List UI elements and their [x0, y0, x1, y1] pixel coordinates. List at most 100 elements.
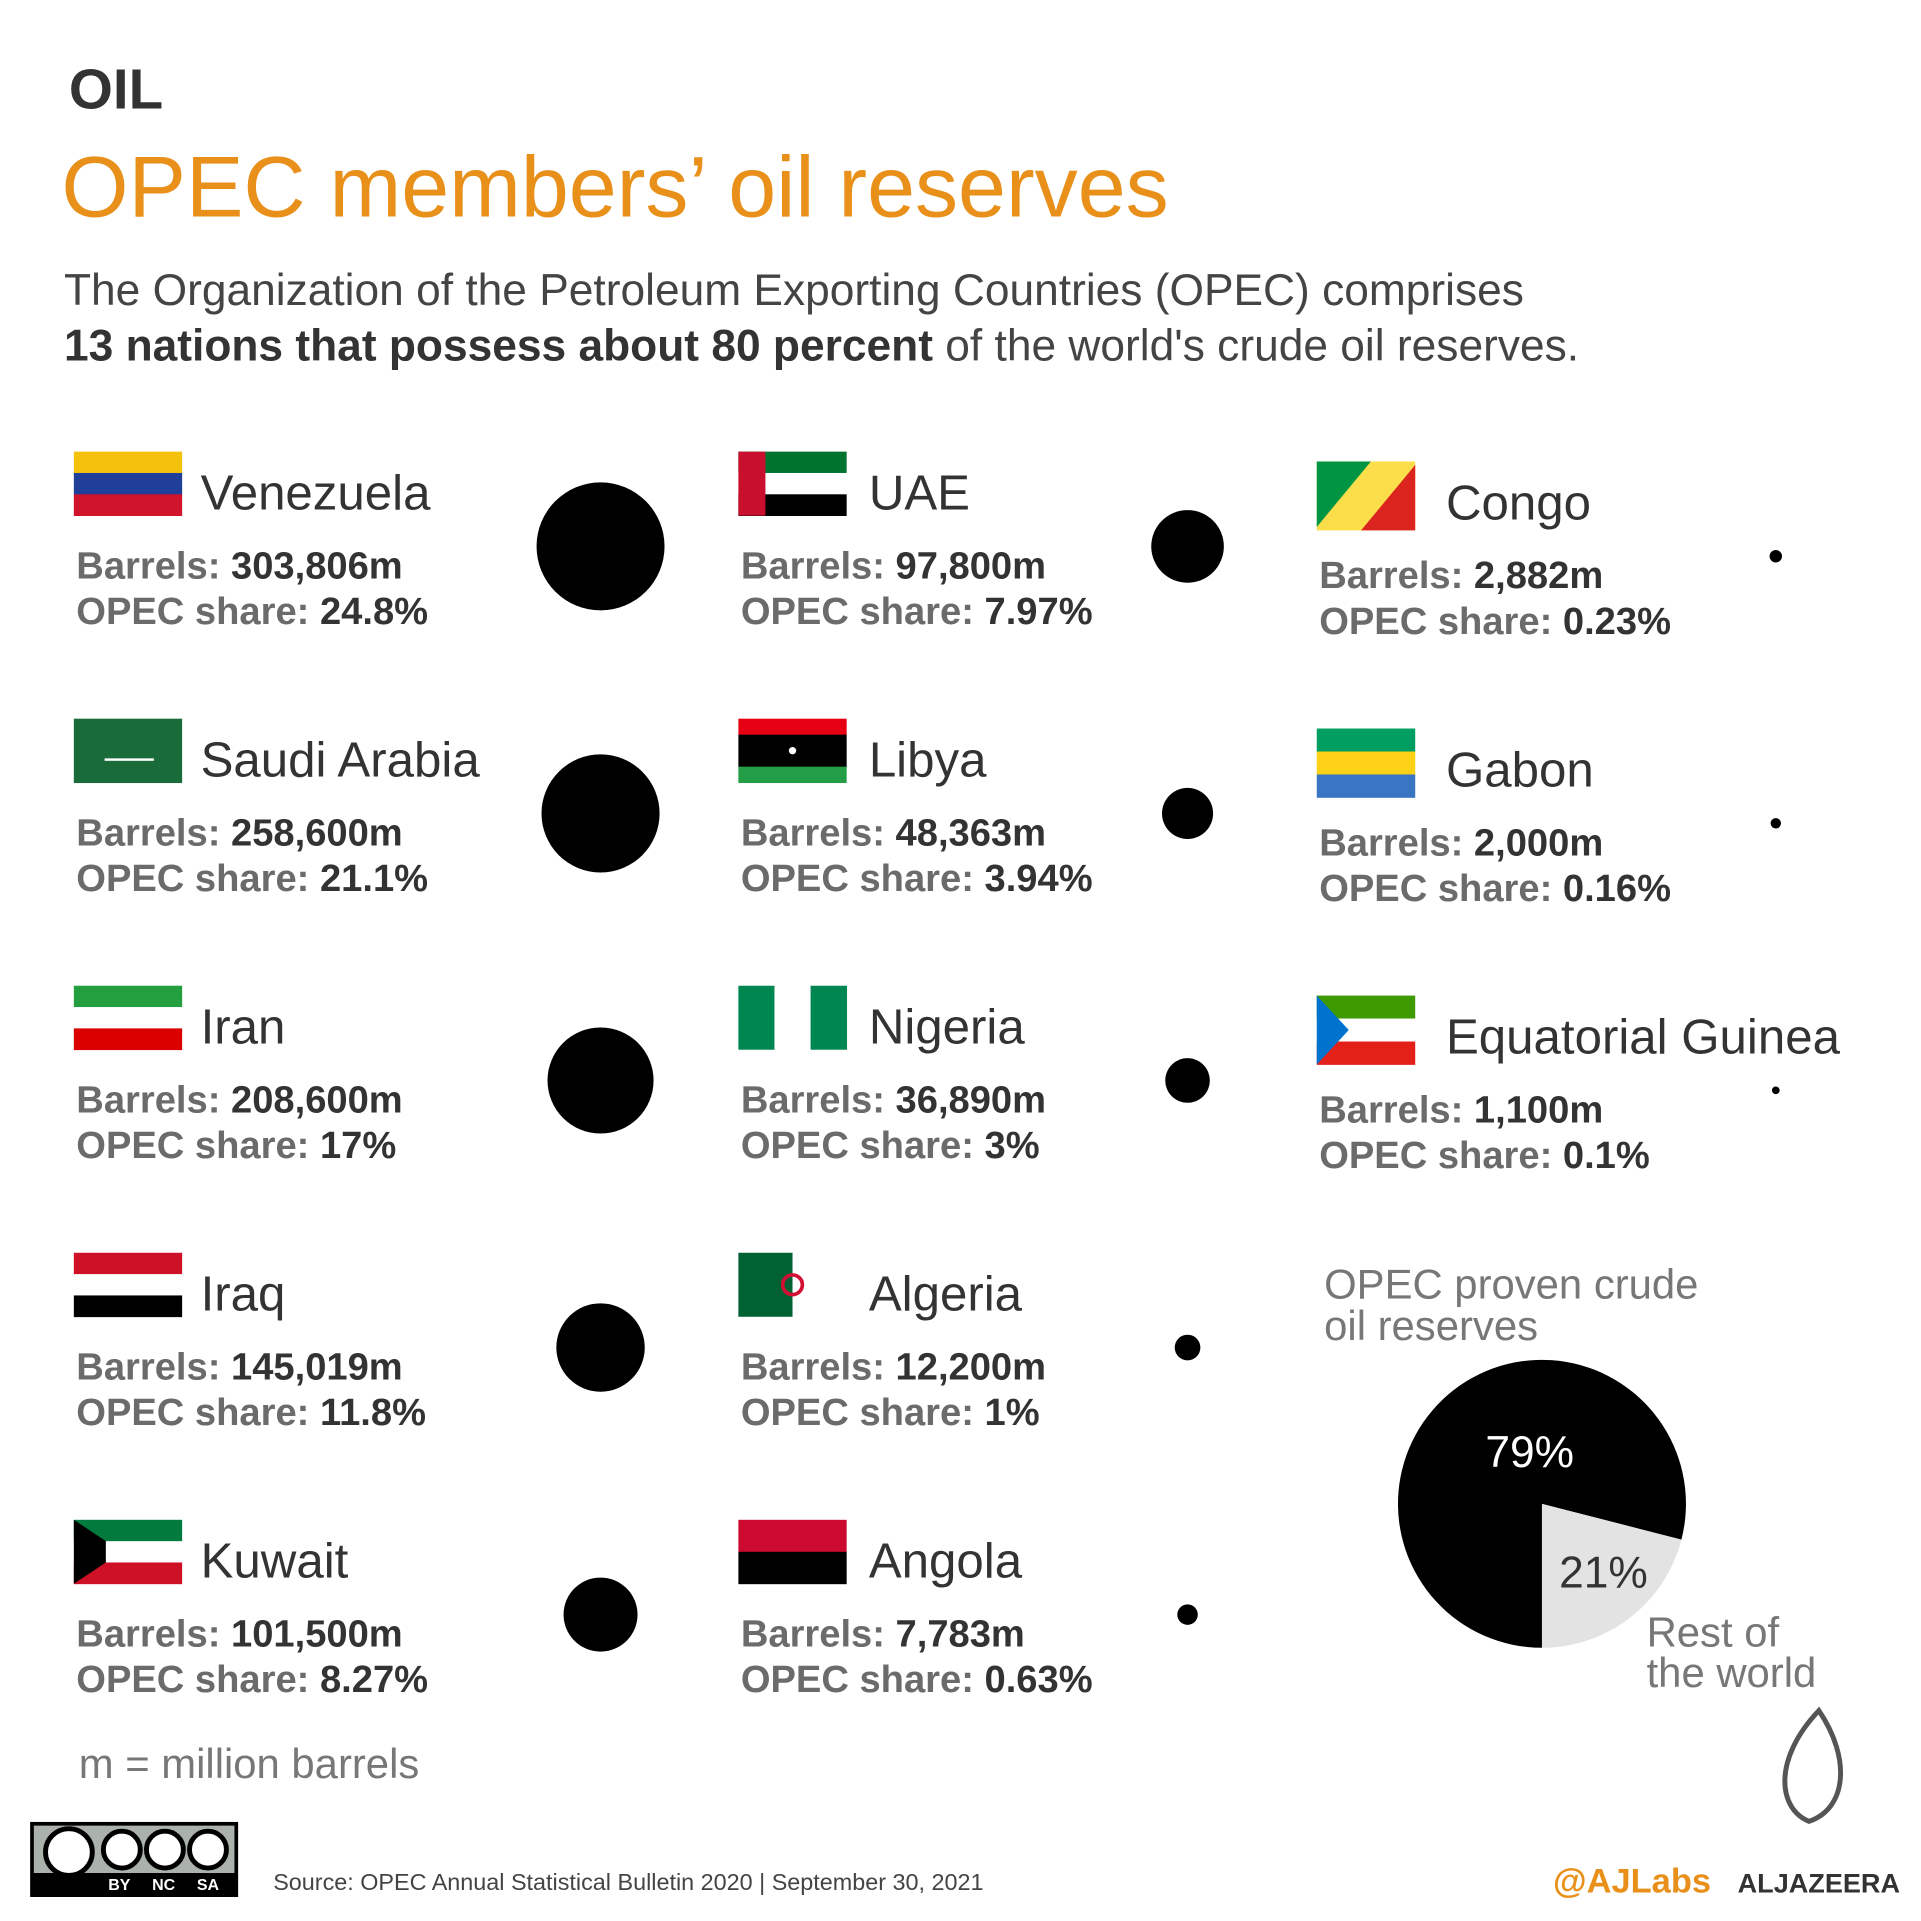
flag-stripe — [73, 494, 183, 516]
flag-stripe — [1316, 995, 1416, 1019]
share: OPEC share: 3% — [741, 1124, 1040, 1167]
barrels-label: Barrels: — [76, 811, 220, 854]
flag-stripe — [1316, 774, 1416, 798]
share-label: OPEC share: — [76, 1391, 309, 1434]
pie-slice — [1397, 1359, 1686, 1648]
share: OPEC share: 0.1% — [1319, 1134, 1650, 1177]
share-value: 17% — [320, 1124, 396, 1167]
share: OPEC share: 11.8% — [76, 1391, 426, 1434]
flag-stripe — [738, 750, 847, 768]
flag — [73, 985, 183, 1051]
pie-title: oil reserves — [1324, 1302, 1538, 1349]
barrels: Barrels: 12,200m — [741, 1346, 1046, 1389]
flag-detail — [1316, 995, 1349, 1065]
barrels: Barrels: 48,363m — [741, 811, 1046, 854]
flag-stripe — [810, 985, 848, 1050]
flag — [738, 985, 848, 1050]
barrels: Barrels: 258,600m — [76, 811, 402, 854]
flag-stripe — [738, 985, 775, 1050]
cc-badge: BY NC SA — [30, 1821, 239, 1898]
pie-title: OPEC proven crude — [1324, 1260, 1698, 1307]
flag-detail — [1361, 464, 1416, 531]
barrels-value: 36,890m — [896, 1078, 1047, 1121]
flag-stripe — [73, 985, 183, 1008]
flag-stripe — [73, 718, 183, 784]
country-name: Algeria — [869, 1267, 1023, 1322]
flag-stripe — [738, 766, 847, 784]
barrels-value: 7,783m — [896, 1613, 1025, 1656]
share-label: OPEC share: — [1319, 1134, 1552, 1177]
flag-stripe — [73, 1562, 183, 1585]
share: OPEC share: 8.27% — [76, 1658, 428, 1701]
barrels: Barrels: 1,100m — [1319, 1088, 1603, 1131]
flag-stripe — [73, 1252, 183, 1275]
barrels-label: Barrels: — [1319, 1088, 1463, 1131]
share-label: OPEC share: — [76, 590, 309, 633]
barrels: Barrels: 2,000m — [1319, 821, 1603, 864]
barrels-label: Barrels: — [1319, 821, 1463, 864]
share-value: 0.16% — [1563, 867, 1671, 910]
flag — [73, 1519, 183, 1585]
flag-detail — [780, 1273, 805, 1297]
barrels: Barrels: 208,600m — [76, 1078, 402, 1121]
barrels-value: 303,806m — [231, 544, 403, 587]
flag-stripe — [738, 718, 847, 736]
barrels-label: Barrels: — [741, 544, 885, 587]
flag-stripe — [738, 1551, 847, 1585]
flag-stripe — [73, 1295, 183, 1318]
kicker: OIL — [69, 57, 163, 120]
share-label: OPEC share: — [1319, 867, 1552, 910]
reserve-bubble — [1769, 550, 1783, 563]
reserve-bubble — [563, 1577, 638, 1652]
share-value: 3% — [985, 1124, 1040, 1167]
source: Source: OPEC Annual Statistical Bulletin… — [273, 1869, 983, 1895]
rest-label: the world — [1647, 1649, 1817, 1696]
barrels: Barrels: 145,019m — [76, 1346, 402, 1389]
barrels-value: 145,019m — [231, 1346, 403, 1389]
flag-stripe — [1316, 728, 1416, 752]
barrels-value: 2,000m — [1474, 821, 1603, 864]
barrels-label: Barrels: — [741, 1613, 885, 1656]
flag — [738, 451, 847, 516]
barrels-value: 1,100m — [1474, 1088, 1603, 1131]
barrels-label: Barrels: — [1319, 554, 1463, 597]
flag-detail — [738, 451, 766, 516]
share-value: 1% — [985, 1391, 1040, 1434]
flag-stripe — [73, 451, 183, 474]
flag — [73, 451, 183, 516]
flag-stripe — [738, 734, 847, 752]
reserve-bubble — [1162, 787, 1214, 839]
share: OPEC share: 0.63% — [741, 1658, 1093, 1701]
share-value: 7.97% — [985, 590, 1093, 633]
intro: 13 nations that possess about 80 percent… — [64, 322, 1579, 371]
logo — [1782, 1706, 1844, 1824]
flag — [1316, 995, 1416, 1065]
barrels: Barrels: 97,800m — [741, 544, 1046, 587]
share-label: OPEC share: — [741, 857, 974, 900]
brand: ALJAZEERA — [1738, 1868, 1900, 1899]
barrels-value: 12,200m — [896, 1346, 1047, 1389]
share-value: 8.27% — [320, 1658, 428, 1701]
country-name: Saudi Arabia — [201, 733, 481, 788]
country-name: Angola — [869, 1534, 1023, 1589]
share-label: OPEC share: — [1319, 600, 1552, 643]
flag-stripe — [73, 1274, 183, 1296]
country-name: Gabon — [1446, 742, 1594, 797]
intro-rest: of the world's crude oil reserves. — [945, 322, 1579, 371]
pie-value-label: 21% — [1559, 1549, 1648, 1598]
share: OPEC share: 21.1% — [76, 857, 428, 900]
footnote: m = million barrels — [79, 1740, 420, 1787]
barrels-value: 258,600m — [231, 811, 403, 854]
country-name: UAE — [869, 465, 970, 520]
country-name: Iraq — [201, 1267, 286, 1322]
intro: The Organization of the Petroleum Export… — [64, 266, 1524, 315]
barrels-value: 101,500m — [231, 1613, 403, 1656]
share: OPEC share: 17% — [76, 1124, 396, 1167]
rest-label: Rest of — [1647, 1609, 1780, 1656]
barrels: Barrels: 7,783m — [741, 1613, 1025, 1656]
flag-stripe — [73, 1519, 183, 1542]
flag — [73, 1252, 183, 1318]
barrels-label: Barrels: — [76, 544, 220, 587]
